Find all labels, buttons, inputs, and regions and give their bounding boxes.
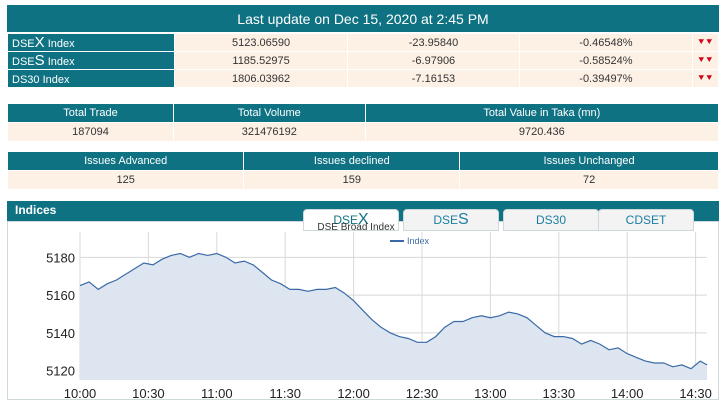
y-tick-label: 5140 (46, 326, 75, 341)
issues-advanced-header: Issues Advanced (6, 151, 245, 171)
tab-dsex[interactable]: DSEX (303, 209, 399, 231)
axes: 5120 5140 5160 5180 10:00 10:30 11:00 11:30 12:0… (46, 250, 712, 400)
issues-unchanged-value: 72 (459, 170, 719, 190)
issue-stats-table: Issues Advanced Issues declined Issues U… (6, 151, 719, 190)
index-change: -6.97906 (346, 51, 521, 70)
chart-title: DSE Broad Index (317, 222, 394, 233)
x-tick-label: 10:30 (132, 386, 165, 400)
x-tick-label: 12:00 (337, 386, 370, 400)
x-tick-label: 12:30 (406, 386, 439, 400)
index-change: -7.16153 (346, 69, 521, 88)
legend-label[interactable]: Index (407, 236, 430, 246)
index-row-ds30[interactable]: DS30 Index 1806.03962 -7.16153 -0.39497%… (6, 69, 720, 88)
tab-cdset[interactable]: CDSET (598, 209, 694, 231)
index-name[interactable]: DS30 Index (6, 69, 176, 88)
total-trade-value: 187094 (7, 122, 174, 142)
index-name[interactable]: DSES Index (6, 51, 176, 70)
index-percent: -0.39497% (519, 69, 693, 88)
x-tick-label: 11:00 (201, 386, 233, 400)
x-tick-label: 13:30 (543, 386, 576, 400)
down-chevron-icon: ⯆⯆ (691, 51, 720, 70)
total-trade-header: Total Trade (7, 103, 174, 123)
tab-ds30[interactable]: DS30 (503, 209, 599, 231)
y-tick-label: 5180 (46, 250, 75, 265)
index-value: 1806.03962 (174, 69, 348, 88)
last-update-header: Last update on Dec 15, 2020 at 2:45 PM (7, 5, 719, 32)
issues-advanced-value: 125 (6, 170, 245, 190)
index-value: 5123.06590 (174, 33, 348, 52)
last-update-text: Last update on Dec 15, 2020 at 2:45 PM (237, 10, 489, 27)
x-tick-label: 14:30 (679, 386, 712, 400)
series-index (79, 252, 708, 380)
x-tick-label: 10:00 (64, 386, 97, 400)
index-name[interactable]: DSEX Index (6, 33, 176, 52)
x-tick-label: 14:00 (611, 386, 644, 400)
series-line (79, 252, 708, 370)
index-row-dses[interactable]: DSES Index 1185.52975 -6.97906 -0.58524%… (6, 51, 720, 70)
x-tick-label: 11:30 (269, 386, 301, 400)
down-chevron-icon: ⯆⯆ (691, 69, 720, 88)
x-tick-label: 13:00 (474, 386, 507, 400)
series-area-fill (80, 253, 707, 380)
issues-declined-value: 159 (243, 170, 461, 190)
down-chevron-icon: ⯆⯆ (691, 33, 720, 52)
total-value-header: Total Value in Taka (mn) (364, 103, 720, 123)
tab-dses[interactable]: DSES (403, 209, 499, 231)
index-summary-table: DSEX Index 5123.06590 -23.95840 -0.46548… (6, 33, 720, 88)
total-value-value: 9720.436 (364, 122, 720, 142)
issues-declined-header: Issues declined (243, 151, 461, 171)
total-volume-value: 321476192 (172, 122, 366, 142)
y-tick-label: 5120 (46, 364, 75, 379)
y-tick-label: 5160 (46, 288, 75, 303)
index-row-dsex[interactable]: DSEX Index 5123.06590 -23.95840 -0.46548… (6, 33, 720, 52)
index-value: 1185.52975 (174, 51, 348, 70)
index-percent: -0.46548% (519, 33, 693, 52)
trade-stats-table: Total Trade Total Volume Total Value in … (7, 103, 720, 142)
